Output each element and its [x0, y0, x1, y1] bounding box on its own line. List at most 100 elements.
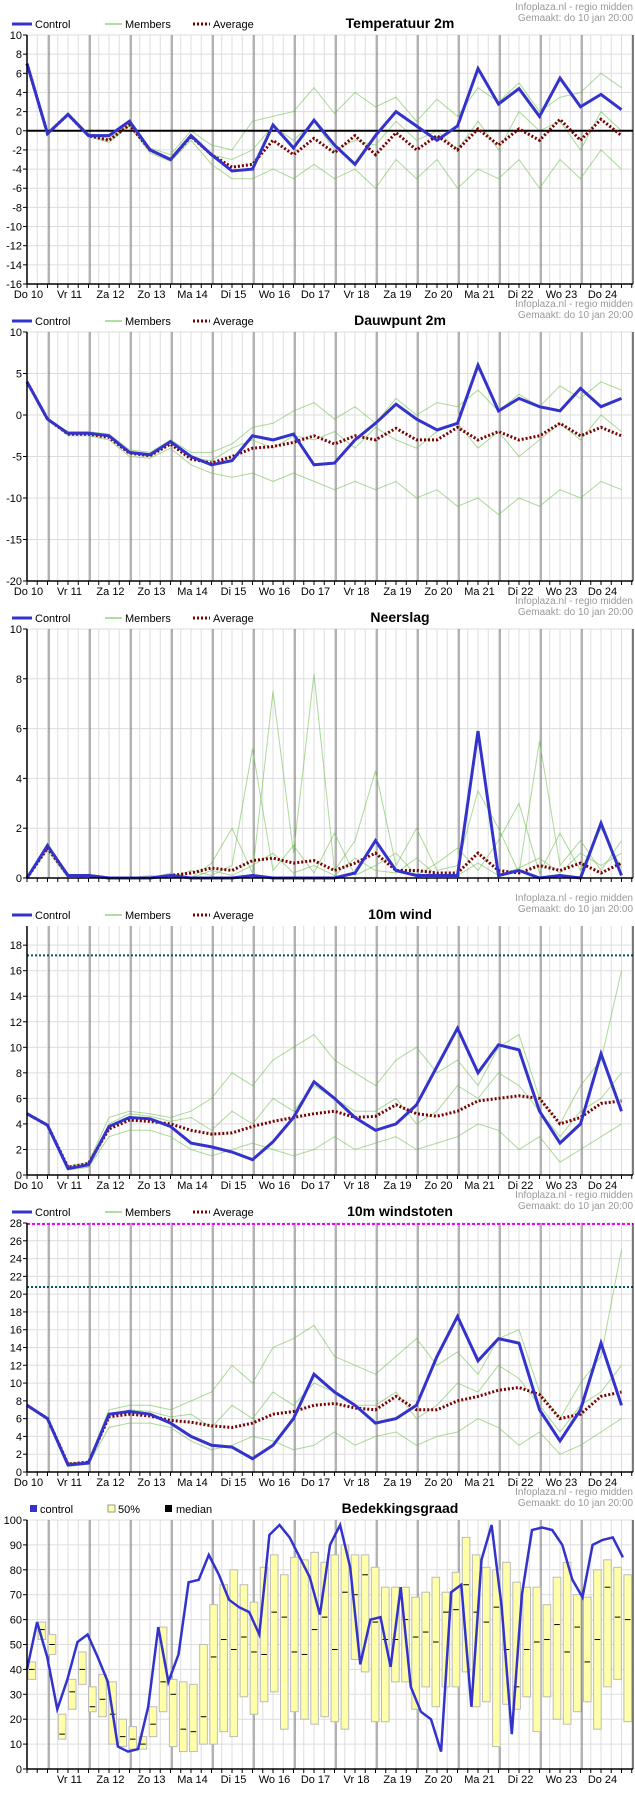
legend-control: Control — [35, 19, 70, 31]
legend-band: 50% — [118, 1504, 140, 1516]
y-tick-label: 6 — [16, 1093, 22, 1105]
x-tick-label: Vr 11 — [57, 1180, 82, 1192]
y-tick-label: 10 — [10, 624, 22, 636]
x-tick-label: Vr 18 — [344, 586, 370, 598]
band-box — [320, 1561, 329, 1718]
x-tick-label: Zo 20 — [424, 289, 452, 301]
source-label: Infoplaza.nl - regio midden — [515, 1190, 633, 1201]
x-tick-label: Za 12 — [96, 1477, 124, 1489]
y-tick-label: -2 — [12, 145, 22, 157]
x-tick-label: Vr 18 — [344, 1477, 370, 1489]
legend-average: Average — [213, 613, 254, 625]
band-box — [300, 1559, 309, 1720]
average-series — [25, 63, 623, 169]
x-tick-label: Za 19 — [383, 1477, 411, 1489]
x-tick-label: Di 15 — [221, 1180, 247, 1192]
member-series — [26, 970, 622, 1167]
y-tick-label: 8 — [16, 1068, 22, 1080]
band-box — [492, 1569, 501, 1748]
y-tick-label: 20 — [10, 1289, 22, 1301]
x-tick-label: Do 17 — [301, 586, 330, 598]
legend-members: Members — [125, 613, 171, 625]
y-tick-label: 60 — [10, 1615, 22, 1627]
x-tick-label: Do 24 — [588, 289, 617, 301]
x-tick-label: Do 10 — [14, 1180, 43, 1192]
x-tick-label: Ma 21 — [464, 1477, 495, 1489]
y-tick-label: 10 — [10, 327, 22, 339]
band-box — [269, 1554, 279, 1693]
chart-temperatuur-2m: Control Members Average Temperatuur 2m Infop… — [6, 2, 634, 301]
made-label: Gemaakt: do 10 jan 20:00 — [518, 13, 634, 24]
y-tick-label: -5 — [12, 452, 22, 464]
chart-title: Bedekkingsgraad — [342, 1500, 459, 1516]
chart-10m-wind: Control Members Average 10m wind Infoplaza.n… — [10, 893, 634, 1192]
y-tick-label: -10 — [6, 493, 22, 505]
control-series — [25, 361, 623, 467]
member-series — [26, 1404, 622, 1468]
y-tick-label: 12 — [10, 1360, 22, 1372]
legend-members: Members — [125, 316, 171, 328]
x-tick-label: Di 22 — [508, 1180, 534, 1192]
x-tick-label: Vr 11 — [57, 289, 82, 301]
chart-bedekkingsgraad: control 50% median Bedekkingsgraad Infoplaza… — [4, 1487, 634, 1786]
x-tick-label: Za 19 — [383, 586, 411, 598]
band-box — [199, 1644, 208, 1745]
y-tick-label: 6 — [16, 68, 22, 80]
legend-control: Control — [35, 613, 70, 625]
x-tick-label: Zo 20 — [424, 1477, 452, 1489]
made-label: Gemaakt: do 10 jan 20:00 — [518, 607, 634, 618]
y-tick-label: 30 — [10, 1689, 22, 1701]
y-tick-label: -12 — [6, 241, 22, 253]
legend-average: Average — [213, 316, 254, 328]
y-tick-label: 70 — [10, 1590, 22, 1602]
y-tick-label: 10 — [10, 1378, 22, 1390]
y-tick-label: 5 — [16, 369, 22, 381]
legend-members: Members — [125, 1207, 171, 1219]
band-box — [98, 1673, 107, 1718]
made-label: Gemaakt: do 10 jan 20:00 — [518, 1498, 634, 1509]
band-box — [27, 1661, 37, 1680]
chart-neerslag: Control Members Average Neerslag Infoplaza.n… — [10, 596, 634, 885]
y-tick-label: 0 — [16, 1467, 22, 1479]
x-tick-label: Do 24 — [588, 1477, 617, 1489]
x-tick-label: Di 15 — [221, 1477, 247, 1489]
average-series — [25, 381, 623, 465]
band-box — [482, 1566, 491, 1703]
y-tick-label: 10 — [10, 30, 22, 42]
made-label: Gemaakt: do 10 jan 20:00 — [518, 310, 634, 321]
member-series — [26, 381, 622, 453]
band-box — [532, 1586, 542, 1733]
band-box — [67, 1678, 77, 1710]
band-box — [168, 1678, 178, 1748]
legend-control: control — [40, 1504, 73, 1516]
band-box — [189, 1683, 198, 1753]
band-box — [613, 1566, 622, 1680]
y-tick-label: 100 — [4, 1515, 22, 1527]
y-tick-label: 4 — [16, 87, 22, 99]
band-box — [542, 1604, 552, 1698]
band-box — [512, 1581, 521, 1710]
source-label: Infoplaza.nl - regio midden — [515, 1487, 633, 1498]
x-tick-label: Vr 11 — [57, 1774, 82, 1786]
band-box — [623, 1574, 633, 1723]
x-tick-label: Do 17 — [301, 1477, 330, 1489]
member-series — [26, 381, 622, 516]
control-series — [26, 1024, 623, 1171]
x-tick-label: Ma 14 — [177, 289, 208, 301]
y-tick-label: 4 — [16, 773, 22, 785]
x-tick-label: Vr 18 — [344, 1180, 370, 1192]
y-tick-label: 22 — [10, 1271, 22, 1283]
y-tick-label: 2 — [16, 823, 22, 835]
member-series — [26, 1249, 622, 1464]
x-tick-label: Wo 16 — [259, 1477, 291, 1489]
band-box — [360, 1554, 370, 1673]
legend-median: median — [176, 1504, 212, 1516]
made-label: Gemaakt: do 10 jan 20:00 — [518, 1201, 634, 1212]
x-tick-label: Ma 14 — [177, 1774, 208, 1786]
x-tick-label: Di 22 — [508, 289, 534, 301]
band-box — [330, 1554, 340, 1723]
legend-control-swatch — [30, 1505, 37, 1512]
y-tick-label: 14 — [10, 991, 22, 1003]
x-tick-label: Zo 20 — [424, 586, 452, 598]
